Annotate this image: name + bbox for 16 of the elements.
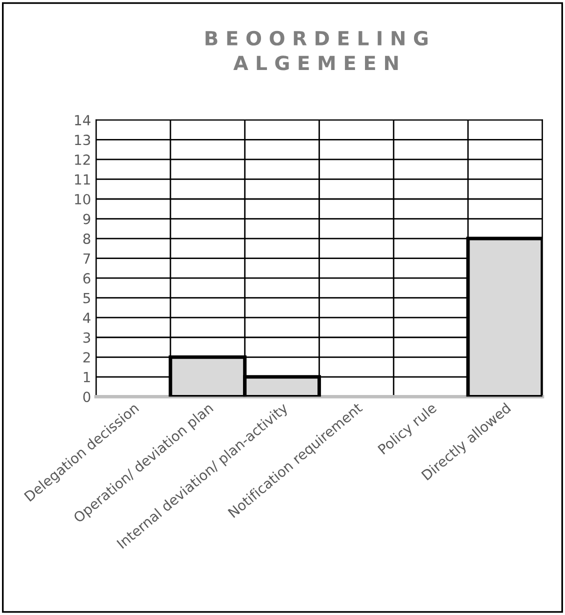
y-tick-label: 1 (84, 372, 90, 382)
y-tick-label: 12 (75, 154, 90, 165)
y-tick-label: 6 (83, 273, 90, 284)
y-tick-label: 10 (75, 194, 90, 204)
y-tick-label: 3 (83, 332, 90, 343)
y-tick-label: 14 (75, 115, 90, 126)
y-tick-label: 5 (83, 292, 90, 304)
y-tick-label: 13 (75, 134, 90, 146)
y-tick-label: 9 (83, 214, 90, 224)
chart-title: B E O O R D E L I N G A L G E M E E N (206, 30, 428, 70)
y-tick-label: 2 (83, 352, 90, 362)
y-tick-label: 4 (83, 312, 90, 323)
y-tick-label: 8 (83, 234, 90, 244)
y-tick-label: 0 (83, 392, 90, 402)
y-tick-label: 7 (83, 253, 90, 264)
y-tick-label: 11 (75, 174, 90, 185)
